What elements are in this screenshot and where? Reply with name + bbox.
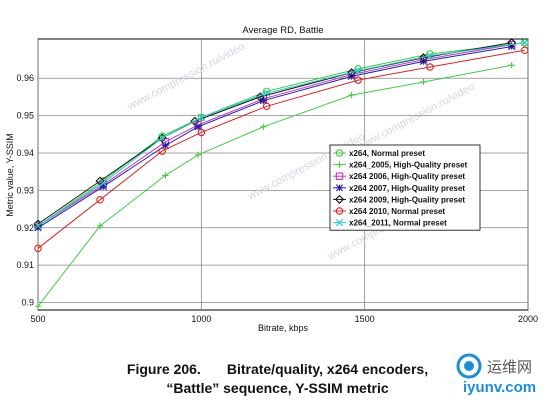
data-point xyxy=(354,76,362,84)
caption-text-1: Bitrate/quality, x264 encoders, xyxy=(226,361,429,377)
data-point xyxy=(34,244,42,253)
y-tick-label: 0.92 xyxy=(16,223,34,233)
tick-labels: 500 1000 1500 2000 0.9 0.91 0.92 0.93 0.94 0.95 0.… xyxy=(16,73,538,324)
data-point xyxy=(426,63,434,71)
y-tick-label: 0.94 xyxy=(16,148,34,158)
x-axis-label: Bitrate, kbps xyxy=(258,323,309,333)
x-tick-label: 1500 xyxy=(355,314,375,324)
series-line xyxy=(37,42,525,227)
data-point xyxy=(260,123,267,131)
series-line xyxy=(37,46,512,229)
legend-label: x264 2010, Normal preset xyxy=(349,207,445,216)
data-point xyxy=(335,149,344,157)
y-tick-label: 0.95 xyxy=(16,111,34,121)
y-axis-label: Metric value, Y-SSIM xyxy=(5,133,15,217)
data-point xyxy=(348,91,355,99)
data-point xyxy=(194,123,202,131)
data-point xyxy=(336,161,343,168)
series-line xyxy=(37,44,512,227)
legend-label: x264 2009, High-Quality preset xyxy=(349,195,465,204)
logo-swirl-icon xyxy=(456,353,482,379)
data-point xyxy=(426,50,434,58)
legend-box xyxy=(329,144,481,231)
y-tick-label: 0.91 xyxy=(16,260,34,270)
data-point xyxy=(158,134,166,142)
data-point xyxy=(99,179,107,187)
data-point xyxy=(96,222,104,230)
data-point xyxy=(521,39,529,47)
data-point xyxy=(197,113,205,122)
data-point xyxy=(335,207,344,215)
data-point xyxy=(262,102,271,111)
data-point xyxy=(354,65,362,73)
legend-item: x264 2007, High-Quality preset xyxy=(333,184,465,193)
data-point xyxy=(420,78,427,86)
data-point xyxy=(259,97,267,105)
legend-item: x264, Normal preset xyxy=(333,149,425,158)
legend-label: x264_2011, Normal preset xyxy=(349,219,447,228)
figure-number: Figure 206. xyxy=(126,361,201,377)
legend-label: x264, Normal preset xyxy=(349,149,425,158)
x-tick-label: 500 xyxy=(30,314,45,324)
series xyxy=(34,61,515,310)
legend-item: x264 2010, Normal preset xyxy=(333,207,445,216)
series-line xyxy=(37,49,525,249)
legend-item: x264_2005, High-Quality preset xyxy=(333,161,468,170)
rd-chart: Average RD, Battle www.compression.ru/vi… xyxy=(5,25,538,333)
chart-title: Average RD, Battle xyxy=(242,25,323,36)
data-point xyxy=(99,183,107,191)
site-logo-watermark: 运维网 iyunv.com xyxy=(455,352,547,396)
data-point xyxy=(507,38,517,48)
data-point xyxy=(335,184,344,192)
data-point xyxy=(354,67,362,75)
legend-label: x264 2006, High-Quality preset xyxy=(349,172,465,181)
data-point xyxy=(194,151,202,159)
data-point xyxy=(96,195,104,204)
logo-text: 运维网 xyxy=(487,358,532,376)
data-point xyxy=(34,303,42,310)
series-line xyxy=(37,64,512,307)
data-point xyxy=(508,61,515,69)
figure-caption-line-2: “Battle” sequence, Y-SSIM metric xyxy=(0,380,555,396)
legend-item: x264_2011, Normal preset xyxy=(333,219,447,228)
legend-label: x264_2005, High-Quality preset xyxy=(349,161,468,170)
caption-text-2: “Battle” sequence, Y-SSIM metric xyxy=(166,380,389,396)
data-point xyxy=(255,92,265,102)
data-point xyxy=(334,194,345,204)
series-line xyxy=(37,42,525,227)
x-tick-label: 2000 xyxy=(518,314,538,324)
logo-url: iyunv.com xyxy=(463,379,536,396)
series xyxy=(34,39,529,230)
x-tick-label: 1000 xyxy=(191,314,211,324)
figure-caption-line-1: Figure 206. Bitrate/quality, x264 encoder… xyxy=(0,361,555,377)
legend-label: x264 2007, High-Quality preset xyxy=(349,184,465,193)
data-point xyxy=(161,141,169,150)
series-group xyxy=(33,38,529,310)
y-tick-label: 0.96 xyxy=(16,73,34,83)
legend-item: x264 2006, High-Quality preset xyxy=(333,172,465,181)
y-tick-label: 0.9 xyxy=(21,298,34,308)
data-point xyxy=(158,147,166,155)
data-point xyxy=(162,172,169,179)
data-point xyxy=(426,52,434,60)
data-point xyxy=(520,46,529,54)
data-point xyxy=(34,222,42,230)
data-point xyxy=(335,172,344,180)
data-point xyxy=(335,219,344,227)
series-line xyxy=(37,42,512,225)
data-point xyxy=(263,89,271,97)
data-point xyxy=(197,128,206,137)
legend-item: x264 2009, High-Quality preset xyxy=(333,194,465,204)
data-point xyxy=(262,87,271,96)
legend: x264, Normal preset x264_2005, High-Quali… xyxy=(329,144,481,231)
y-tick-label: 0.93 xyxy=(16,185,34,195)
series xyxy=(34,46,529,253)
